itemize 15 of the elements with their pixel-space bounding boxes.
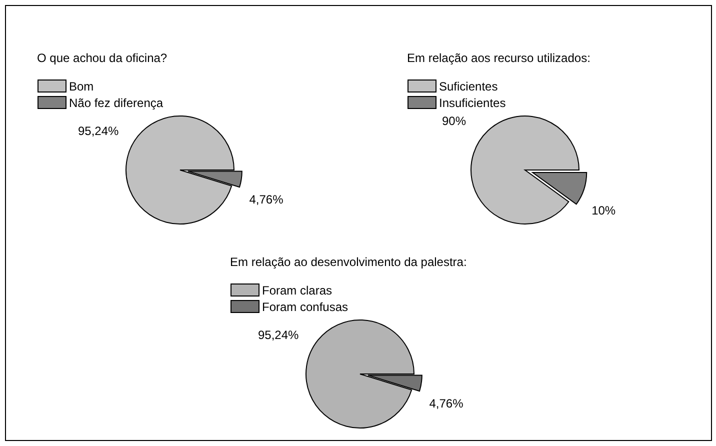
data-label: 10% xyxy=(592,204,616,218)
legend-label: Insuficientes xyxy=(439,96,506,110)
data-label: 95,24% xyxy=(258,328,300,342)
data-label: 90% xyxy=(442,114,466,128)
legend-label: Foram confusas xyxy=(262,300,348,314)
chart-title: Em relação aos recurso utilizados: xyxy=(407,51,590,65)
legend-label: Não fez diferença xyxy=(69,96,164,110)
data-label: 95,24% xyxy=(78,124,120,138)
data-label: 4,76% xyxy=(249,192,284,206)
legend-label: Suficientes xyxy=(439,80,498,94)
legend-label: Bom xyxy=(69,80,94,94)
legend-label: Foram claras xyxy=(262,284,332,298)
chart-title: Em relação ao desenvolvimento da palestra: xyxy=(230,255,467,269)
data-label: 4,76% xyxy=(429,396,464,410)
chart-title: O que achou da oficina? xyxy=(37,51,168,65)
